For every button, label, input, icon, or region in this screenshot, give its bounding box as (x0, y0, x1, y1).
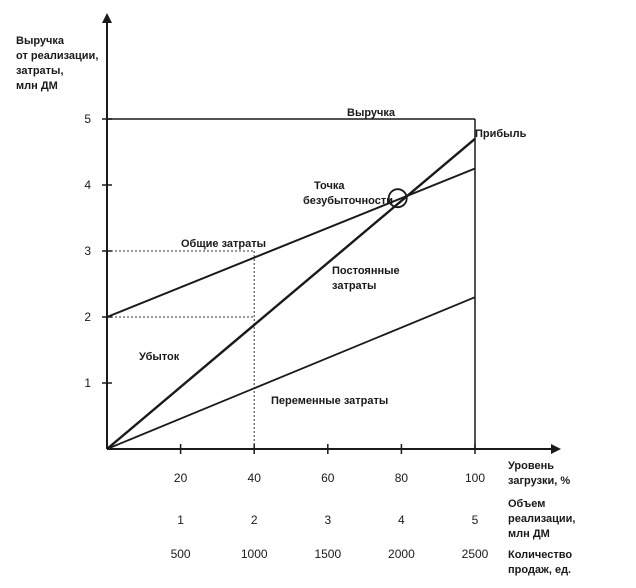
y-tick-label: 5 (84, 112, 91, 126)
x-axis-label-volume: Объем реализации, млн ДМ (508, 498, 579, 540)
x-axis-label-count: Количество продаж, ед. (508, 549, 575, 576)
breakeven-marker (387, 188, 408, 209)
annotation-total-costs: Общие затраты (181, 238, 266, 250)
y-tick-label: 1 (84, 376, 91, 390)
series-line-total-costs (106, 167, 476, 318)
y-axis-label-line: Выручка (16, 35, 65, 47)
y-axis-label-line: затраты, (16, 65, 64, 77)
x-axis-label-load: Уровень загрузки, % (508, 460, 570, 487)
annotation-revenue: Выручка (347, 107, 396, 119)
annotation-line: Точка (314, 180, 345, 192)
x-axis-ticks (179, 444, 476, 454)
y-axis-label-line: от реализации, (16, 50, 98, 62)
y-axis-label-line: млн ДМ (16, 80, 58, 92)
y-axis-label: Выручка от реализации, затраты, млн ДМ (16, 35, 101, 92)
series-line-variable-costs (106, 296, 476, 450)
x-tick-label: 500 (171, 547, 191, 561)
annotation-fixed-costs: Постоянные затраты (332, 265, 403, 292)
x-tick-label: 1500 (314, 547, 341, 561)
x-tick-label: 2 (251, 513, 258, 527)
x-axis-label-line: Объем (508, 498, 545, 510)
x-tick-label: 100 (465, 471, 485, 485)
x-tick-label: 60 (321, 471, 335, 485)
x-tick-label: 2500 (462, 547, 489, 561)
y-tick-label: 2 (84, 310, 91, 324)
y-tick-label: 4 (84, 178, 91, 192)
annotation-profit: Прибыль (475, 128, 527, 140)
x-axis-label-line: млн ДМ (508, 528, 550, 540)
x-axis-row-sales-volume: 1 2 3 4 5 Объем реализации, млн ДМ (177, 498, 579, 540)
annotation-variable-costs: Переменные затраты (271, 395, 388, 407)
x-tick-label: 80 (395, 471, 409, 485)
x-tick-label: 1000 (241, 547, 268, 561)
annotation-breakeven: Точка безубыточности (303, 180, 393, 207)
series-line-revenue (106, 137, 476, 450)
x-tick-label: 5 (472, 513, 479, 527)
y-axis-ticks: 1 2 3 4 5 (84, 112, 112, 390)
x-tick-label: 4 (398, 513, 405, 527)
annotation-line: затраты (332, 280, 376, 292)
x-axis-label-line: Уровень (508, 460, 554, 472)
x-tick-label: 20 (174, 471, 188, 485)
x-tick-label: 1 (177, 513, 184, 527)
y-tick-label: 3 (84, 244, 91, 258)
x-tick-label: 40 (248, 471, 262, 485)
x-axis-label-line: продаж, ед. (508, 564, 571, 576)
x-axis-label-line: реализации, (508, 513, 576, 525)
x-axis-label-line: загрузки, % (508, 475, 570, 487)
annotation-loss: Убыток (139, 351, 180, 363)
annotation-line: безубыточности (303, 195, 393, 207)
x-axis-row-sales-count: 500 1000 1500 2000 2500 Количество прода… (171, 547, 575, 576)
x-axis-row-load-percent: 20 40 60 80 100 Уровень загрузки, % (174, 460, 570, 487)
x-tick-label: 2000 (388, 547, 415, 561)
annotation-line: Постоянные (332, 265, 400, 277)
x-axis-label-line: Количество (508, 549, 572, 561)
x-tick-label: 3 (324, 513, 331, 527)
